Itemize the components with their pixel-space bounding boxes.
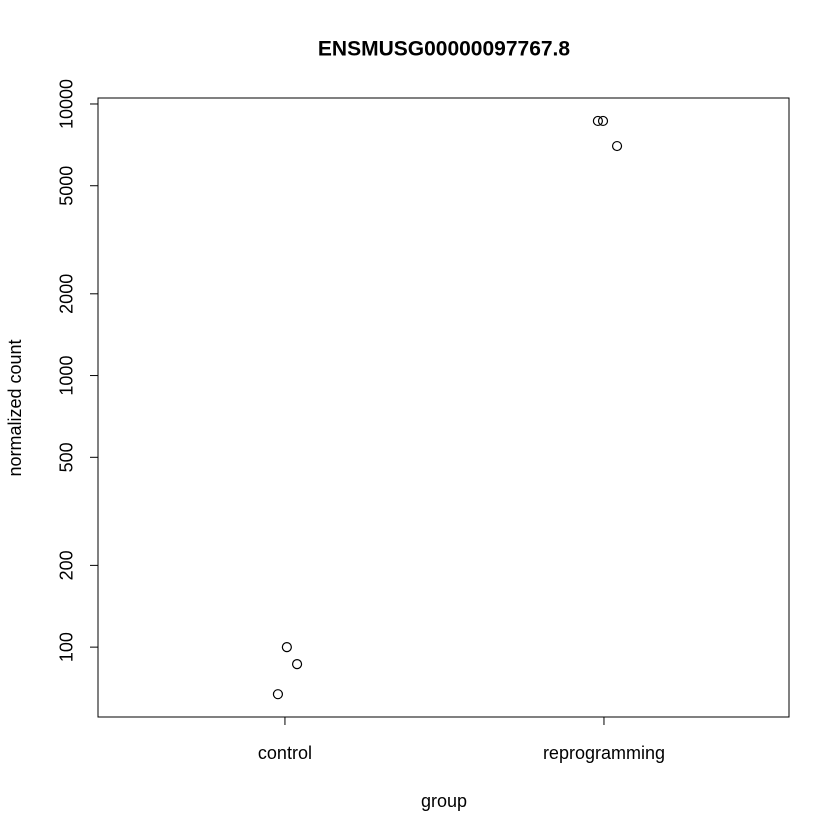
y-axis-label: normalized count <box>5 339 25 476</box>
x-axis-label: group <box>421 791 467 811</box>
y-tick-label: 1000 <box>57 356 77 396</box>
x-tick-label: reprogramming <box>543 743 665 763</box>
y-tick-label: 100 <box>57 632 77 662</box>
y-tick-label: 200 <box>57 550 77 580</box>
point <box>592 115 604 127</box>
point <box>611 140 623 152</box>
point <box>291 658 303 670</box>
y-tick-label: 2000 <box>57 274 77 314</box>
chart-title: ENSMUSG00000097767.8 <box>318 38 570 61</box>
y-tick-label: 500 <box>57 442 77 472</box>
point <box>281 642 292 653</box>
plot-frame <box>97 97 790 718</box>
x-tick-label: control <box>258 743 312 763</box>
y-tick-label: 5000 <box>57 166 77 206</box>
point <box>272 689 284 700</box>
y-tick-label: 10000 <box>57 79 77 129</box>
point <box>597 115 609 127</box>
